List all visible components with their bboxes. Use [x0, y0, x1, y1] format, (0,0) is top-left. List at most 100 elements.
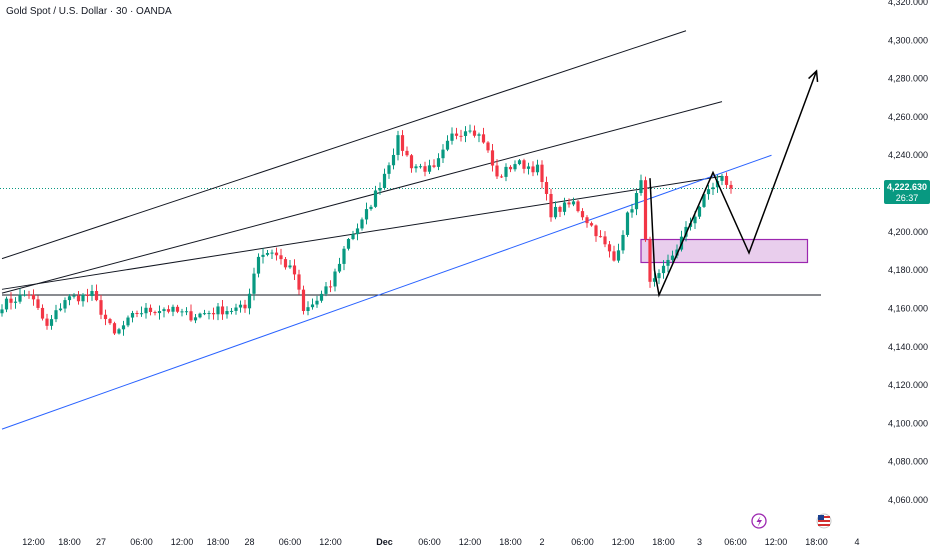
candle-body: [423, 166, 427, 172]
x-tick-label: 18:00: [805, 537, 828, 547]
candle-body: [22, 294, 27, 296]
candle-body: [612, 251, 616, 261]
candle-body: [513, 164, 517, 170]
candle: [193, 314, 198, 324]
candle: [333, 268, 337, 292]
candle: [0, 304, 4, 317]
candle: [22, 290, 27, 297]
candle: [729, 180, 733, 194]
candle-body: [360, 219, 364, 229]
candle-body: [130, 312, 135, 318]
candle: [220, 299, 225, 320]
candle: [535, 159, 540, 176]
candle-body: [261, 254, 265, 257]
candle-body: [45, 318, 49, 326]
candle: [342, 246, 346, 271]
x-tick-label: 3: [697, 537, 702, 547]
x-tick-label: 18:00: [499, 537, 522, 547]
candle: [396, 130, 400, 161]
candle: [706, 184, 711, 200]
candle-body: [472, 130, 477, 136]
candle-body: [324, 286, 328, 294]
candle: [319, 290, 324, 303]
candle: [27, 290, 31, 299]
candle-body: [202, 313, 207, 315]
candle: [9, 292, 13, 310]
projection-path: [649, 69, 819, 298]
y-tick-label: 4,320.000: [888, 0, 928, 7]
candle-body: [531, 166, 535, 173]
lightning-icon[interactable]: [751, 513, 767, 529]
candle-body: [243, 304, 247, 309]
candle-body: [108, 319, 112, 324]
trend-line-fan: [1, 175, 723, 290]
candle-body: [279, 255, 283, 260]
candle: [391, 148, 396, 170]
candle-body: [171, 306, 175, 312]
candle-body: [333, 271, 337, 287]
candle-body: [711, 187, 715, 190]
candle: [252, 267, 256, 301]
candle-body: [639, 180, 643, 194]
candle: [85, 288, 90, 303]
candle: [531, 161, 535, 177]
y-tick-label: 4,100.000: [888, 418, 928, 428]
candle: [238, 300, 243, 313]
candle: [58, 303, 63, 312]
candle: [468, 124, 472, 134]
candle: [40, 304, 45, 321]
candle-body: [72, 295, 76, 297]
candle: [126, 315, 130, 328]
candle-body: [724, 175, 729, 185]
candle: [337, 257, 342, 274]
candle-body: [315, 300, 319, 305]
candle: [162, 307, 166, 318]
y-tick-label: 4,300.000: [888, 35, 928, 45]
y-tick-label: 4,260.000: [888, 112, 928, 122]
candle-body: [193, 317, 198, 321]
candle-body: [319, 293, 324, 301]
candle-body: [270, 252, 274, 254]
candle: [382, 168, 387, 190]
candle: [526, 162, 531, 175]
candle: [4, 296, 9, 313]
candle: [265, 249, 270, 257]
candle: [328, 280, 333, 293]
candle-body: [621, 234, 625, 251]
candle: [36, 295, 40, 310]
candle-body: [346, 239, 351, 249]
us-flag-icon[interactable]: [816, 513, 832, 529]
candle: [454, 127, 459, 140]
candle-body: [184, 311, 189, 313]
candle: [549, 188, 553, 222]
candle-body: [166, 309, 171, 312]
candle-body: [589, 223, 594, 226]
candle-body: [463, 131, 468, 136]
y-tick-label: 4,060.000: [888, 495, 928, 505]
candle-body: [342, 248, 346, 264]
candle-body: [445, 140, 450, 150]
candle-body: [18, 294, 22, 302]
candle-body: [112, 323, 117, 334]
candle-body: [63, 300, 67, 309]
y-tick-label: 4,120.000: [888, 380, 928, 390]
candle: [234, 303, 238, 315]
candle-body: [486, 142, 490, 151]
candle-body: [180, 311, 184, 313]
zone-rect: [640, 238, 809, 264]
candle: [634, 190, 639, 216]
x-tick-label: Dec: [376, 537, 393, 547]
candle: [621, 230, 625, 254]
candle-body: [207, 313, 211, 315]
candle: [643, 176, 648, 242]
candle: [166, 305, 171, 314]
candle: [553, 201, 558, 220]
candle: [414, 164, 418, 173]
candle-body: [684, 226, 688, 237]
candle-body: [508, 166, 513, 170]
candle-body: [90, 291, 94, 296]
candle-body: [9, 298, 13, 303]
candle-body: [702, 194, 706, 207]
